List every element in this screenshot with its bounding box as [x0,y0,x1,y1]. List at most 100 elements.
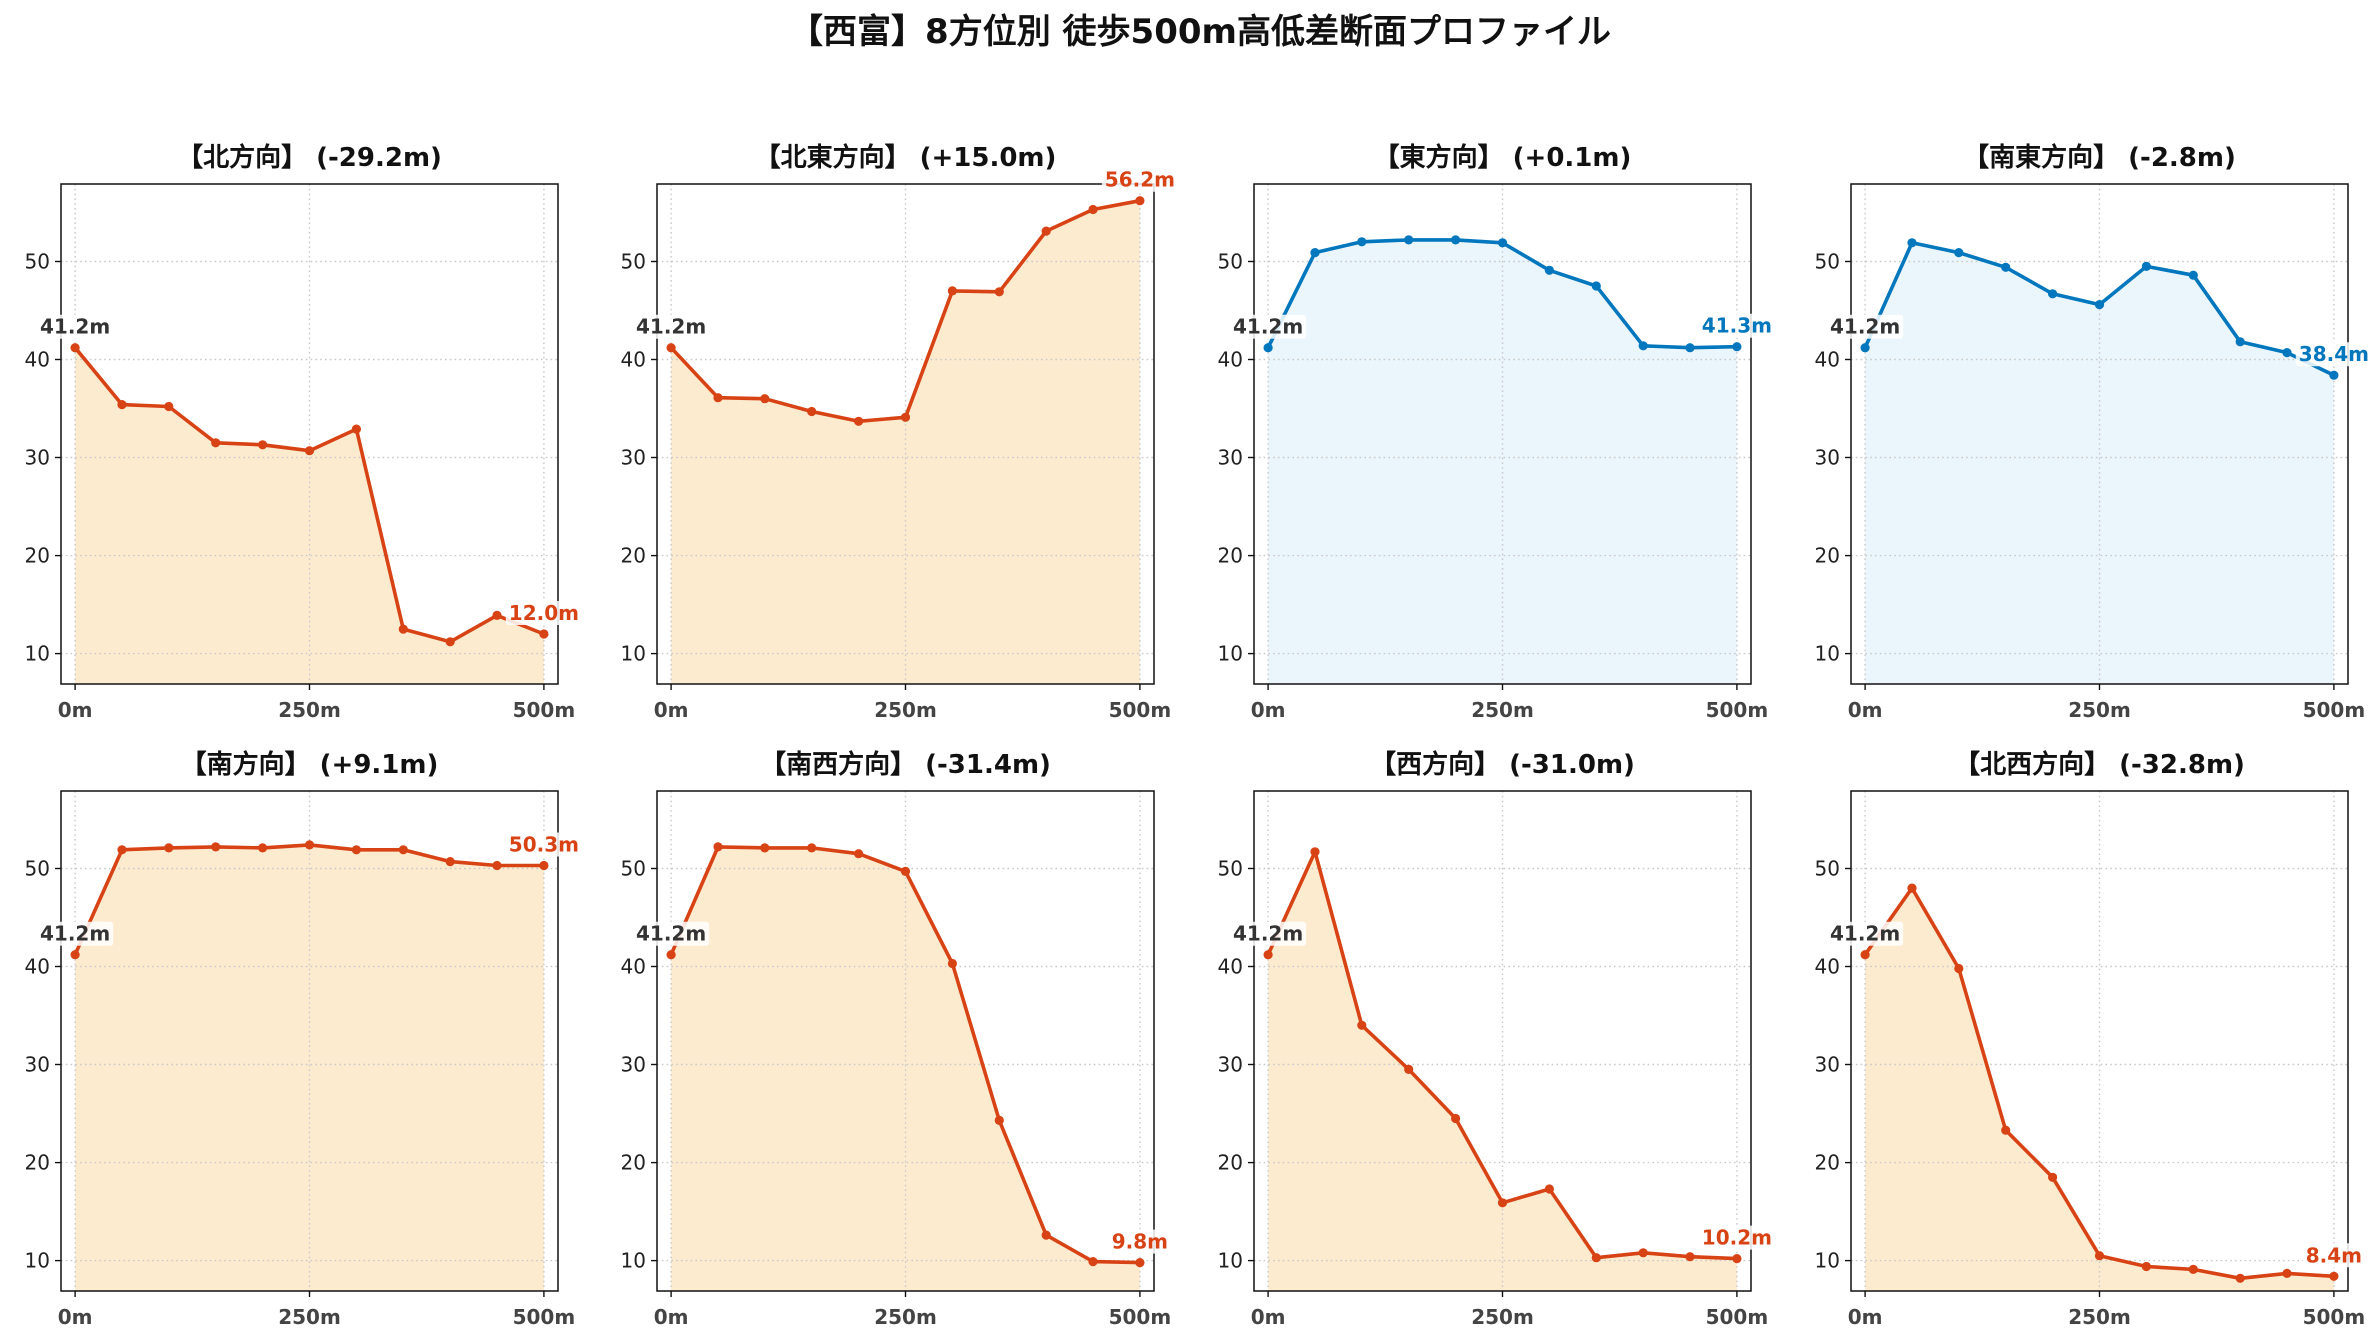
y-tick-label: 20 [1815,544,1840,568]
y-tick-label: 40 [1218,348,1243,372]
end-elevation-label-background [1101,167,1178,192]
y-tick-label: 20 [621,544,646,568]
profile-point [1041,1230,1051,1240]
profile-point [211,842,221,852]
profile-point [947,958,958,969]
profile-point [713,842,723,852]
y-tick-label: 50 [25,857,50,881]
y-tick-label: 40 [621,955,646,979]
profile-point [2329,1271,2339,1281]
end-elevation-label: 9.8m [1112,1230,1168,1254]
x-tick-label: 250m [1471,1305,1534,1329]
profile-point [117,845,127,855]
profile-point [2282,1268,2292,1278]
profile-point [1732,1254,1742,1264]
profile-point [1907,883,1917,893]
profile-point [2001,262,2011,272]
end-elevation-label: 50.3m [509,833,579,857]
profile-point [304,840,315,850]
y-tick-label: 50 [1218,857,1243,881]
profile-point [1954,248,1964,258]
y-tick-label: 20 [25,1151,50,1175]
profile-point [1497,238,1508,248]
y-tick-label: 20 [621,1151,646,1175]
profile-point [1357,1020,1367,1030]
y-tick-label: 50 [25,250,50,274]
profile-point [1497,1198,1508,1208]
end-elevation-label: 41.3m [1702,314,1772,338]
profile-point [304,446,315,456]
profile-point [1310,248,1320,258]
profile-point [492,610,502,621]
profile-point [445,857,455,867]
profile-fill [1268,851,1737,1291]
panel-title: 【北西方向】 (-32.8m) [1954,749,2245,780]
profile-fill [671,200,1140,684]
panel-title: 【南西方向】 (-31.4m) [760,749,1051,780]
profile-point [1591,1253,1601,1263]
start-elevation-label-background [1230,314,1307,339]
panel-title: 【北方向】 (-29.2m) [177,142,442,173]
y-tick-label: 10 [1815,642,1840,666]
profile-point [445,637,455,647]
y-tick-label: 10 [621,642,646,666]
end-elevation-label-background [1698,1225,1775,1250]
profile-point [2235,1273,2245,1283]
profile-point [760,843,770,853]
profile-point [1638,1248,1648,1258]
x-tick-label: 0m [654,1305,689,1329]
profile-point [211,438,221,448]
y-tick-label: 20 [1218,1151,1243,1175]
y-tick-label: 30 [25,446,50,470]
end-elevation-label: 10.2m [1702,1226,1772,1250]
profile-point [1088,1257,1098,1267]
profile-point [1263,343,1273,353]
profile-point [1860,343,1870,353]
end-elevation-label-background [505,601,582,625]
start-elevation-label: 41.2m [1233,922,1303,946]
y-tick-label: 30 [1218,446,1243,470]
y-tick-label: 20 [1218,544,1243,568]
profile-point [1404,1064,1414,1074]
y-tick-label: 40 [25,955,50,979]
profile-point [2329,370,2339,380]
y-tick-label: 10 [1218,642,1243,666]
x-tick-label: 250m [2068,698,2131,722]
end-elevation-label: 8.4m [2306,1243,2362,1267]
profile-point [398,845,408,855]
profile-point [666,950,676,960]
y-tick-label: 40 [1218,955,1243,979]
start-elevation-label: 41.2m [636,315,706,339]
y-tick-label: 30 [1815,1053,1840,1077]
profile-point [666,343,676,353]
x-tick-label: 500m [1706,1305,1769,1329]
profile-point [1135,196,1145,206]
profile-point [1685,343,1695,353]
x-tick-label: 250m [874,1305,937,1329]
profile-point [2141,261,2151,271]
profile-point [1310,847,1320,857]
profile-point [1451,1113,1461,1124]
y-tick-label: 10 [25,1249,50,1273]
profile-point [1544,265,1554,275]
profile-point [2141,1261,2151,1272]
profile-point [2188,1264,2198,1274]
profile-fill [1268,239,1737,684]
end-elevation-label-background [2295,342,2372,367]
profile-point [70,950,80,960]
x-tick-label: 500m [1706,698,1769,722]
x-tick-label: 500m [1109,698,1172,722]
start-elevation-label: 41.2m [1233,315,1303,339]
profile-point [1263,950,1273,960]
profile-point [1404,235,1414,245]
profile-point [164,843,174,853]
end-elevation-label-background [2302,1243,2366,1268]
y-tick-label: 50 [1815,857,1840,881]
y-tick-label: 50 [621,250,646,274]
